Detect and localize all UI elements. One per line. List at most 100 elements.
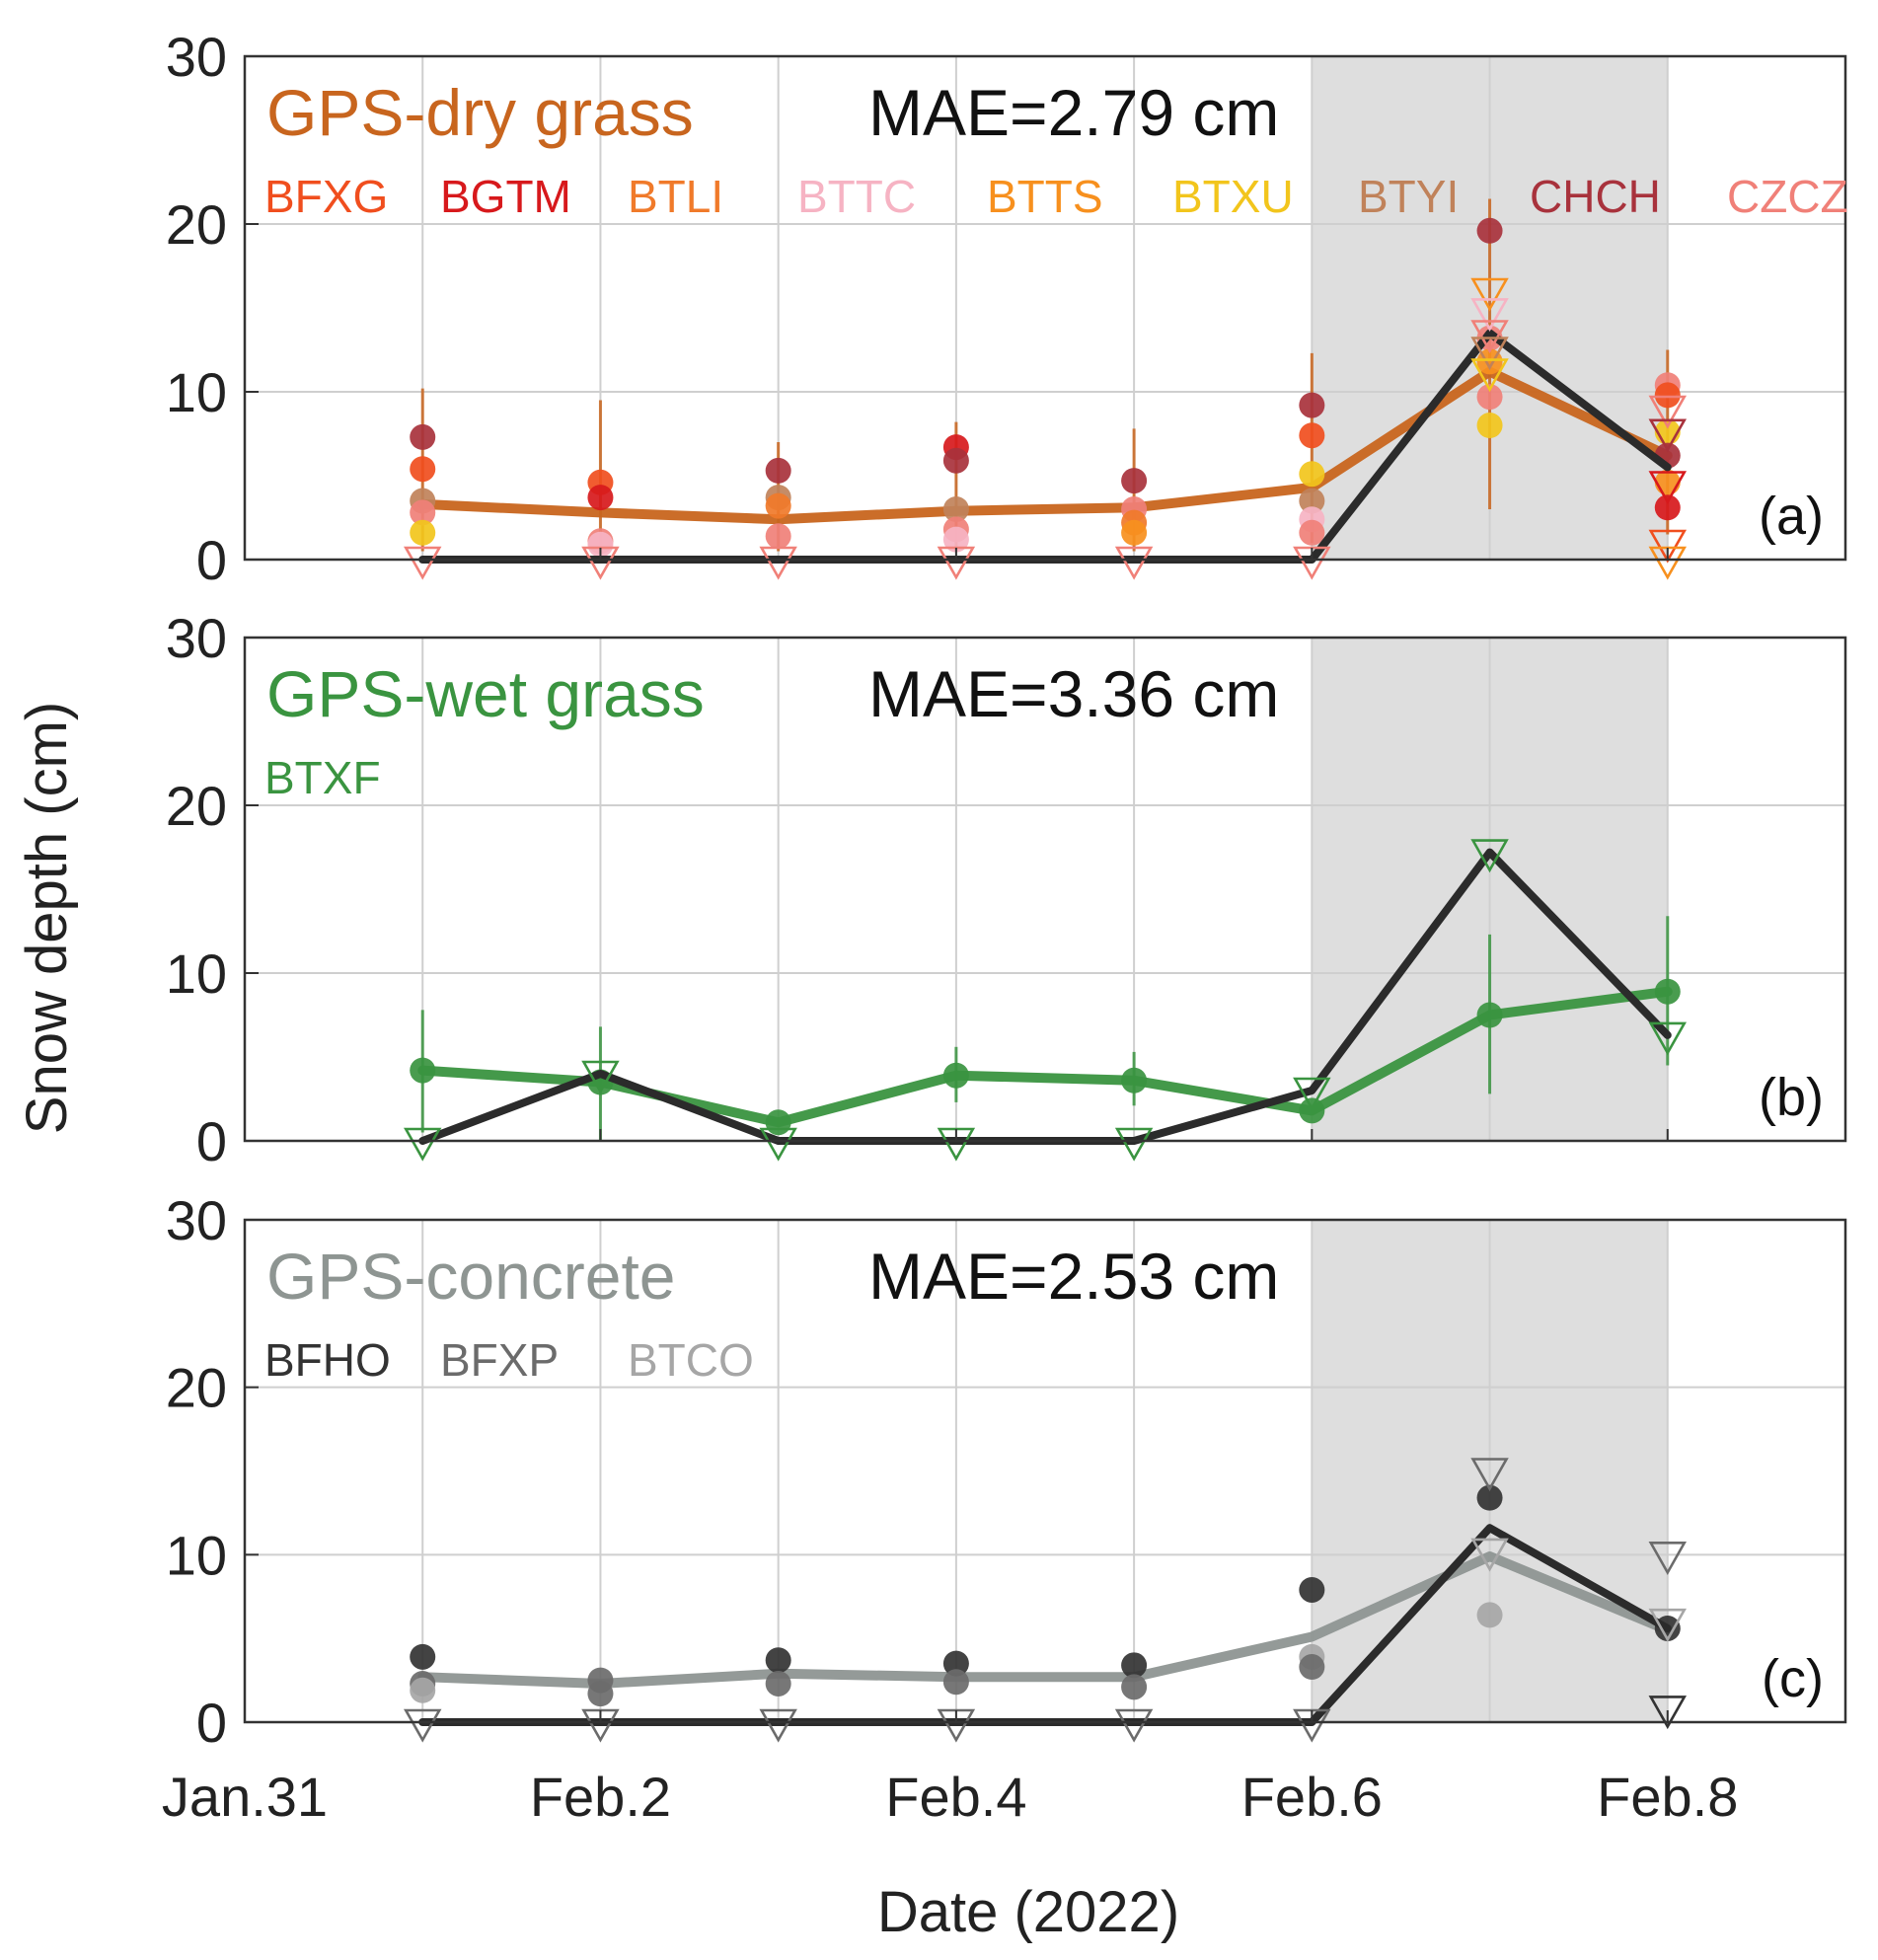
observed-marker: [1648, 1021, 1688, 1056]
station-point: [1299, 422, 1325, 449]
station-point: [942, 1650, 969, 1677]
panel-a-dry-grass: 0 10 20 30 GPS-dry grass MAE=2.79 cm BFXG BGTM B…: [166, 26, 1848, 591]
station-point: [410, 1677, 436, 1703]
y-tick-label: 10: [166, 361, 227, 423]
axes-frame: [243, 54, 1847, 562]
station-point: [1476, 1602, 1503, 1628]
x-tick-label: Feb.6: [1241, 1766, 1383, 1828]
station-point: [410, 1643, 436, 1670]
x-axis-label: Date (2022): [877, 1880, 1179, 1944]
observed-marker: [403, 1127, 442, 1162]
panel-label: (a): [1759, 487, 1824, 546]
observed-marker: [1470, 1458, 1509, 1492]
axes-frame: [243, 636, 1847, 1143]
station-point: [1299, 1576, 1325, 1603]
station-label: BGTM: [440, 171, 571, 222]
mae-label: MAE=2.53 cm: [868, 1240, 1279, 1313]
y-axis-label: Snow depth (cm): [15, 702, 79, 1134]
station-point: [942, 1062, 969, 1089]
station-label: BTYI: [1358, 171, 1459, 222]
observed-marker: [1114, 1708, 1154, 1743]
y-tick-label: 0: [196, 1692, 227, 1754]
station-point: [765, 457, 791, 484]
observed-marker: [1293, 1077, 1331, 1111]
station-point: [1299, 519, 1325, 546]
station-point: [1299, 461, 1325, 488]
x-tick-labels: Jan.31 Feb.2 Feb.4 Feb.6 Feb.8: [162, 1766, 1738, 1828]
station-point: [1476, 413, 1503, 438]
y-tick-label: 20: [166, 193, 227, 256]
observed-marker: [1470, 320, 1509, 354]
station-point: [1476, 1002, 1503, 1028]
observed-marker: [1114, 1127, 1154, 1162]
station-point: [587, 1681, 614, 1707]
station-label: BFXG: [264, 171, 388, 222]
observed-marker: [1114, 546, 1154, 580]
panel-b-wet-grass: 0 10 20 30 GPS-wet grass MAE=3.36 cm BTXF (b): [166, 607, 1847, 1172]
observed-marker: [759, 1127, 797, 1162]
station-point: [1654, 978, 1681, 1005]
observed-marker: [1470, 1538, 1509, 1572]
axes-frame: [243, 1218, 1847, 1724]
panel-label: (c): [1762, 1649, 1824, 1708]
gps-mean-line: [417, 366, 1673, 525]
y-tick-label: 0: [196, 1110, 227, 1172]
station-label: CZCZ: [1727, 171, 1848, 222]
station-point: [942, 1669, 969, 1696]
station-label: BTXU: [1172, 171, 1294, 222]
panel-label: (b): [1759, 1068, 1824, 1127]
observed-marker: [1648, 1696, 1688, 1730]
panel-title: GPS-dry grass: [266, 76, 694, 149]
y-tick-label: 30: [166, 1189, 227, 1251]
station-label: BTXF: [264, 752, 381, 803]
y-tick-label: 30: [166, 26, 227, 88]
station-label: CHCH: [1530, 171, 1661, 222]
station-point: [942, 496, 969, 522]
mae-label: MAE=3.36 cm: [868, 657, 1279, 730]
station-point: [765, 523, 791, 550]
station-point: [1299, 392, 1325, 418]
station-label: BTTS: [987, 171, 1103, 222]
station-point: [1121, 519, 1148, 546]
station-point: [1654, 494, 1681, 521]
station-point: [587, 531, 614, 558]
station-point: [1299, 488, 1325, 514]
x-tick-label: Feb.2: [530, 1766, 671, 1828]
station-point: [410, 423, 436, 450]
panel-title: GPS-wet grass: [266, 657, 705, 730]
station-point: [410, 1057, 436, 1084]
station-point: [1121, 1652, 1148, 1679]
station-label: BFXP: [440, 1334, 559, 1386]
y-tick-label: 10: [166, 942, 227, 1005]
station-point: [1121, 468, 1148, 494]
observed-marker: [1648, 471, 1688, 505]
y-tick-label: 20: [166, 1357, 227, 1419]
panel-c-concrete: 0 10 20 30 GPS-concrete MAE=2.53 cm BFHO BFXP BT…: [166, 1189, 1847, 1754]
station-point: [942, 526, 969, 553]
y-tick-label: 10: [166, 1524, 227, 1586]
gps-mean-line: [417, 1551, 1673, 1689]
mae-label: MAE=2.79 cm: [868, 76, 1279, 149]
observed-marker: [1470, 839, 1509, 873]
station-label: BTTC: [797, 171, 916, 222]
observed-marker: [1470, 337, 1509, 371]
y-tick-label: 30: [166, 607, 227, 669]
panel-title: GPS-concrete: [266, 1240, 676, 1313]
observed-marker: [403, 546, 442, 580]
observed-marker: [1470, 298, 1509, 333]
observed-marker: [1470, 277, 1509, 312]
station-point: [1121, 1674, 1148, 1700]
station-point: [410, 499, 436, 526]
x-tick-label: Feb.4: [885, 1766, 1026, 1828]
station-point: [765, 1109, 791, 1136]
observed-marker: [1648, 1542, 1688, 1575]
station-label: BTCO: [628, 1334, 754, 1386]
station-point: [1299, 1654, 1325, 1681]
station-point: [410, 519, 436, 546]
station-point: [587, 485, 614, 511]
y-tick-label: 20: [166, 775, 227, 837]
station-point: [765, 492, 791, 519]
station-point: [1654, 382, 1681, 409]
x-tick-label: Feb.8: [1597, 1766, 1738, 1828]
